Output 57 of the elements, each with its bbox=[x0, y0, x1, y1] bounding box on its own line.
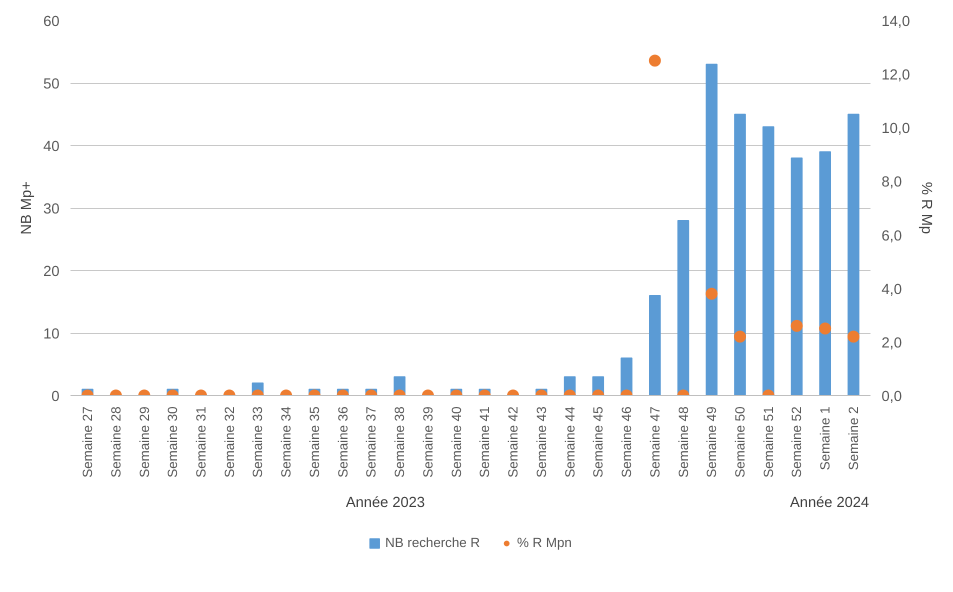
text: Année 2024 bbox=[790, 494, 870, 511]
x-tick-label: Semaine 50 bbox=[732, 406, 748, 478]
legend-label: % R Mpn bbox=[517, 535, 572, 550]
x-tick-label: Semaine 49 bbox=[704, 406, 720, 478]
x-tick-label: Semaine 47 bbox=[647, 406, 662, 478]
x-tick-label: Semaine 45 bbox=[590, 406, 606, 478]
y2-tick-label: 4,0 bbox=[882, 282, 902, 298]
y2-tick-label: 12,0 bbox=[882, 68, 910, 84]
y2-tick-label: 8,0 bbox=[882, 174, 902, 191]
x-tick-label: Semaine 1 bbox=[818, 406, 833, 470]
y-tick-label: 40 bbox=[43, 139, 60, 155]
bar bbox=[706, 64, 718, 396]
y2-axis-title: % R Mp bbox=[918, 182, 934, 234]
x-tick-label: Semaine 44 bbox=[562, 406, 578, 478]
x-tick-label: Semaine 40 bbox=[448, 406, 464, 478]
x-tick-label: Semaine 48 bbox=[676, 406, 691, 478]
y2-tick-label: 6,0 bbox=[882, 228, 902, 244]
legend-label: NB recherche R bbox=[385, 535, 480, 550]
y2-tick-label: 10,0 bbox=[882, 121, 910, 138]
y2-tick-label: 0,0 bbox=[882, 389, 902, 405]
x-tick-label: Semaine 35 bbox=[306, 406, 322, 478]
x-tick-label: Semaine 29 bbox=[136, 406, 152, 478]
x-tick-label: Semaine 46 bbox=[619, 406, 634, 478]
x-tick-label: Semaine 42 bbox=[506, 406, 521, 478]
x-tick-label: Semaine 2 bbox=[846, 406, 861, 470]
y-tick-label: 50 bbox=[43, 76, 60, 92]
x-tick-label: Semaine 37 bbox=[364, 406, 379, 478]
x-tick-label: Semaine 39 bbox=[420, 406, 436, 478]
y-tick-label: 30 bbox=[43, 202, 60, 218]
x-tick-label: Semaine 34 bbox=[278, 406, 294, 478]
y-tick-label: 0 bbox=[51, 389, 60, 405]
x-tick-label: Semaine 41 bbox=[477, 406, 492, 478]
bar bbox=[762, 126, 774, 396]
y-tick-label: 60 bbox=[43, 14, 60, 30]
bar bbox=[734, 114, 746, 396]
x-tick-label: Semaine 33 bbox=[250, 406, 266, 478]
bar bbox=[790, 158, 803, 396]
y2-tick-label: 14,0 bbox=[882, 14, 910, 30]
bar bbox=[677, 220, 690, 396]
bar bbox=[848, 114, 860, 396]
y-tick-label: 20 bbox=[43, 264, 60, 280]
bar bbox=[649, 295, 661, 396]
y-axis-title: NB Mp+ bbox=[19, 181, 36, 235]
bar bbox=[819, 151, 831, 396]
x-tick-label: Semaine 27 bbox=[80, 406, 96, 478]
x-tick-label: Semaine 43 bbox=[534, 406, 549, 478]
x-tick-label: Semaine 31 bbox=[193, 406, 208, 478]
text: Année 2023 bbox=[346, 494, 425, 511]
x-tick-label: Semaine 30 bbox=[165, 406, 180, 478]
x-tick-label: Semaine 38 bbox=[392, 406, 408, 478]
x-tick-label: Semaine 51 bbox=[760, 406, 776, 478]
x-tick-label: Semaine 36 bbox=[335, 406, 350, 478]
y2-tick-label: 2,0 bbox=[882, 335, 902, 352]
y-tick-label: 10 bbox=[43, 326, 60, 342]
x-tick-label: Semaine 28 bbox=[108, 406, 124, 478]
x-tick-label: Semaine 52 bbox=[789, 406, 804, 478]
x-tick-label: Semaine 32 bbox=[222, 406, 237, 478]
